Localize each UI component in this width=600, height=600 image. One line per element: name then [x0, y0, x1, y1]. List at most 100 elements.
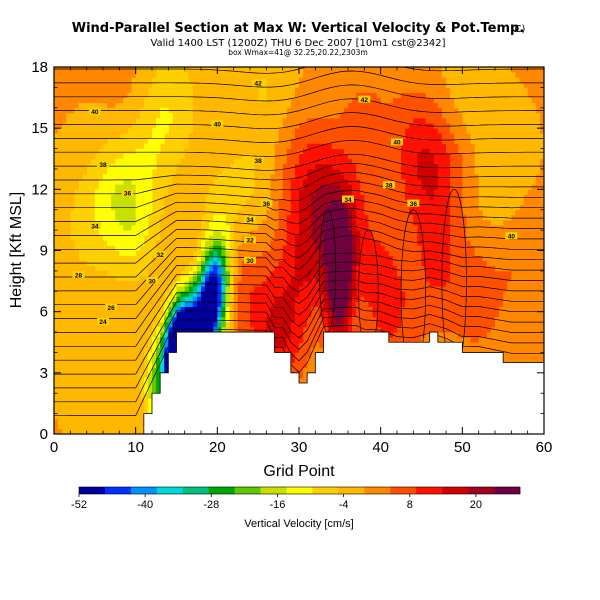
velocity-cell [221, 230, 226, 236]
velocity-cell [307, 158, 312, 165]
velocity-cell [352, 77, 357, 83]
velocity-cell [360, 270, 365, 277]
velocity-cell [286, 123, 292, 129]
velocity-cell [286, 174, 292, 180]
velocity-cell [184, 260, 190, 267]
velocity-cell [290, 92, 296, 98]
velocity-cell [331, 77, 337, 83]
velocity-cell [58, 291, 63, 297]
velocity-cell [74, 153, 79, 160]
velocity-cell [188, 67, 194, 73]
velocity-cell [282, 255, 288, 262]
velocity-cell [196, 214, 202, 221]
velocity-cell [270, 240, 275, 246]
velocity-cell [254, 321, 259, 328]
velocity-cell [352, 316, 357, 323]
velocity-cell [339, 265, 345, 272]
velocity-cell [343, 67, 349, 73]
velocity-cell [180, 174, 186, 180]
velocity-cell [262, 67, 267, 73]
velocity-cell [131, 250, 137, 256]
velocity-cell [274, 179, 279, 185]
velocity-cell [274, 270, 279, 277]
velocity-cell [319, 189, 324, 195]
velocity-cell [307, 133, 312, 139]
velocity-cell [66, 194, 71, 200]
velocity-cell [152, 143, 157, 149]
velocity-cell [303, 153, 308, 160]
velocity-cell [299, 286, 304, 292]
velocity-cell [299, 235, 304, 241]
velocity-cell [156, 337, 161, 343]
velocity-cell [196, 326, 202, 333]
velocity-cell [103, 117, 108, 124]
velocity-cell [327, 286, 333, 292]
velocity-cell [164, 199, 169, 206]
velocity-cell [62, 199, 67, 206]
velocity-cell [352, 138, 357, 144]
velocity-cell [368, 235, 373, 241]
velocity-cell [66, 367, 71, 374]
velocity-cell [254, 123, 259, 129]
velocity-cell [356, 87, 361, 93]
velocity-cell [315, 286, 320, 292]
velocity-cell [258, 168, 263, 175]
velocity-cell [335, 219, 341, 226]
velocity-cell [225, 128, 230, 134]
velocity-cell [303, 87, 308, 93]
velocity-cell [221, 291, 226, 297]
velocity-cell [278, 82, 284, 88]
velocity-cell [343, 275, 349, 282]
velocity-cell [213, 255, 218, 262]
velocity-cell [278, 168, 284, 175]
velocity-cell [164, 332, 169, 338]
velocity-cell [229, 138, 235, 144]
velocity-cell [66, 383, 71, 389]
velocity-cell [254, 260, 259, 267]
velocity-cell [188, 240, 194, 246]
velocity-cell [364, 219, 369, 226]
velocity-cell [360, 204, 365, 211]
velocity-cell [294, 204, 300, 211]
velocity-cell [262, 123, 267, 129]
velocity-cell [135, 352, 141, 358]
velocity-cell [335, 281, 341, 287]
velocity-cell [311, 357, 316, 364]
velocity-cell [62, 179, 67, 185]
velocity-cell [78, 362, 83, 369]
velocity-cell [331, 97, 337, 104]
velocity-cell [250, 321, 255, 328]
velocity-cell [339, 168, 345, 175]
velocity-cell [131, 87, 137, 93]
velocity-cell [290, 219, 296, 226]
velocity-cell [339, 189, 345, 195]
velocity-cell [315, 225, 320, 231]
velocity-cell [143, 143, 149, 149]
velocity-cell [348, 275, 353, 282]
velocity-cell [201, 265, 206, 272]
velocity-cell [139, 209, 145, 216]
velocity-cell [217, 296, 222, 302]
velocity-cell [180, 240, 186, 246]
velocity-cell [315, 311, 320, 318]
velocity-cell [241, 107, 247, 114]
velocity-cell [262, 250, 267, 256]
velocity-cell [319, 117, 324, 124]
velocity-cell [319, 107, 324, 114]
velocity-cell [94, 209, 100, 216]
velocity-cell [274, 138, 279, 144]
velocity-cell [241, 306, 247, 313]
velocity-cell [274, 194, 279, 200]
velocity-cell [290, 199, 296, 206]
velocity-cell [180, 296, 186, 302]
velocity-cell [184, 255, 190, 262]
velocity-cell [107, 291, 112, 297]
velocity-cell [147, 403, 153, 409]
velocity-cell [327, 87, 333, 93]
velocity-cell [66, 250, 71, 256]
velocity-cell [168, 306, 173, 313]
velocity-cell [115, 174, 120, 180]
velocity-cell [160, 230, 165, 236]
velocity-cell [290, 112, 296, 119]
velocity-cell [372, 117, 377, 124]
